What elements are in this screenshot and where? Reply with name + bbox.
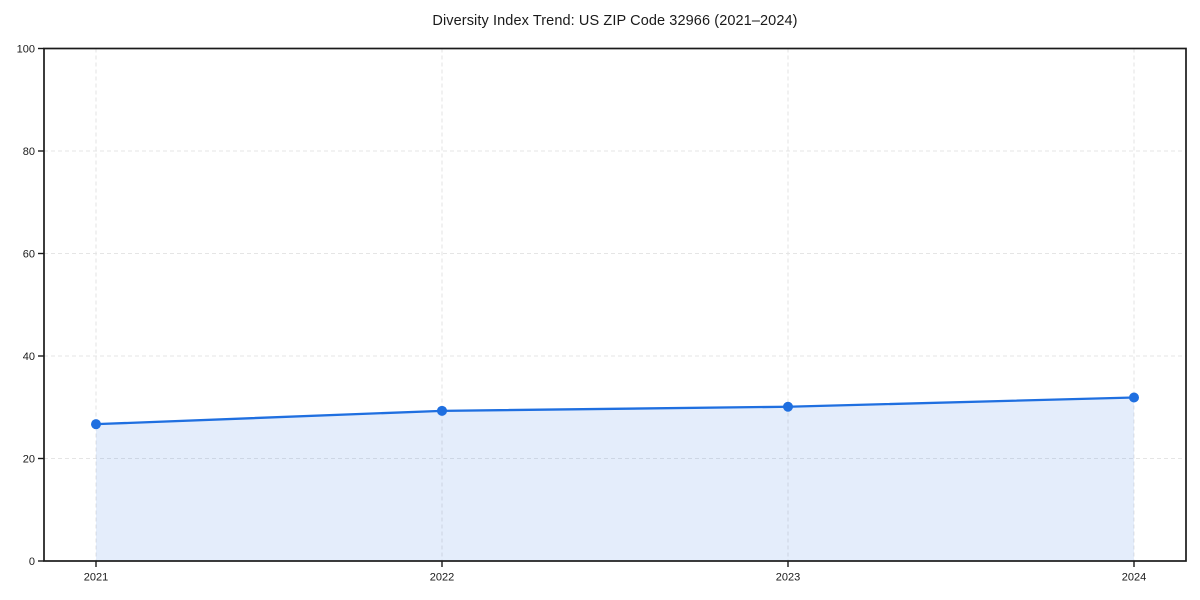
- y-tick-label: 0: [29, 556, 35, 568]
- x-tick-labels: 2021 2022 2023 2024: [84, 572, 1146, 584]
- y-tick-label: 80: [23, 146, 35, 158]
- data-point-markers: [91, 392, 1139, 430]
- data-point-2022: [437, 405, 447, 416]
- data-point-2023: [783, 401, 793, 412]
- data-point-2021: [91, 419, 101, 430]
- x-tick-label: 2024: [1122, 572, 1146, 584]
- y-tick-label: 60: [23, 248, 35, 260]
- trend-line: [94, 396, 1136, 426]
- data-point-2024: [1129, 392, 1139, 403]
- chart-title: Diversity Index Trend: US ZIP Code 32966…: [432, 13, 798, 29]
- tick-marks: [38, 47, 1135, 567]
- axes-spines: [43, 47, 1187, 562]
- y-tick-label: 40: [23, 351, 35, 363]
- x-tick-label: 2022: [430, 572, 454, 584]
- area-fill: [96, 397, 1134, 561]
- x-tick-label: 2021: [84, 572, 108, 584]
- y-tick-label: 20: [23, 453, 35, 465]
- x-tick-label: 2023: [776, 572, 800, 584]
- y-tick-labels: 0 20 40 60 80 100: [17, 43, 35, 568]
- y-tick-label: 100: [17, 43, 35, 55]
